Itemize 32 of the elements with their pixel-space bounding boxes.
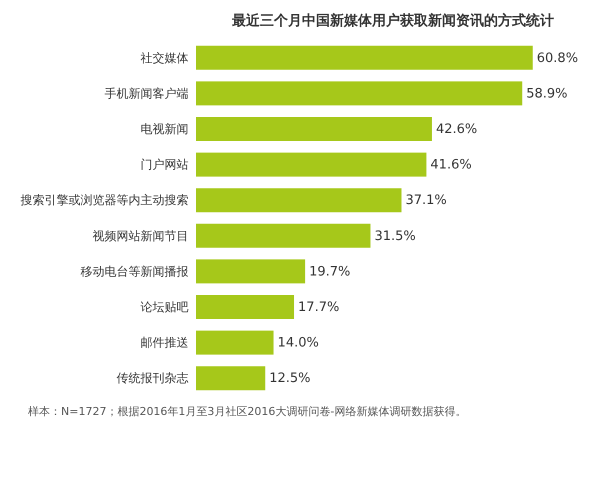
y-tick-label: 移动电台等新闻播报 bbox=[80, 264, 188, 278]
y-tick-label: 搜索引擎或浏览器等内主动搜索 bbox=[20, 193, 188, 208]
text: 样本：N=1727；根据2016年1月至3月社区2016大调研问卷-网络新媒体调研数据获得。 bbox=[28, 404, 468, 419]
bar bbox=[196, 117, 432, 141]
bar bbox=[196, 224, 370, 248]
data-label: 41.6% bbox=[430, 158, 472, 173]
y-tick-label: 电视新闻 bbox=[140, 122, 188, 136]
data-label: 60.8% bbox=[536, 50, 578, 66]
data-label: 17.7% bbox=[298, 300, 340, 315]
y-tick-label: 传统报刊杂志 bbox=[116, 371, 188, 386]
y-tick-label: 手机新闻客户端 bbox=[104, 86, 188, 100]
bar bbox=[196, 46, 533, 70]
data-label: 19.7% bbox=[309, 264, 350, 280]
data-label: 12.5% bbox=[269, 371, 311, 386]
data-label: 58.9% bbox=[526, 86, 568, 102]
bar bbox=[196, 188, 402, 212]
bar bbox=[196, 81, 522, 106]
data-label: 14.0% bbox=[278, 336, 319, 351]
y-tick-label: 邮件推送 bbox=[140, 336, 188, 350]
y-tick-label: 社交媒体 bbox=[140, 50, 188, 65]
data-label: 31.5% bbox=[374, 228, 416, 244]
y-tick-label: 论坛贴吧 bbox=[140, 300, 188, 314]
bar bbox=[196, 295, 294, 319]
bar bbox=[196, 330, 274, 355]
y-tick-label: 门户网站 bbox=[140, 158, 188, 172]
data-label: 42.6% bbox=[436, 122, 478, 137]
bar bbox=[196, 366, 266, 390]
bar bbox=[196, 152, 426, 177]
bar bbox=[196, 259, 306, 284]
y-tick-label: 视频网站新闻节目 bbox=[92, 228, 188, 243]
chart-title: 最近三个月中国新媒体用户获取新闻资讯的方式统计 bbox=[231, 12, 554, 29]
data-label: 37.1% bbox=[405, 193, 447, 208]
